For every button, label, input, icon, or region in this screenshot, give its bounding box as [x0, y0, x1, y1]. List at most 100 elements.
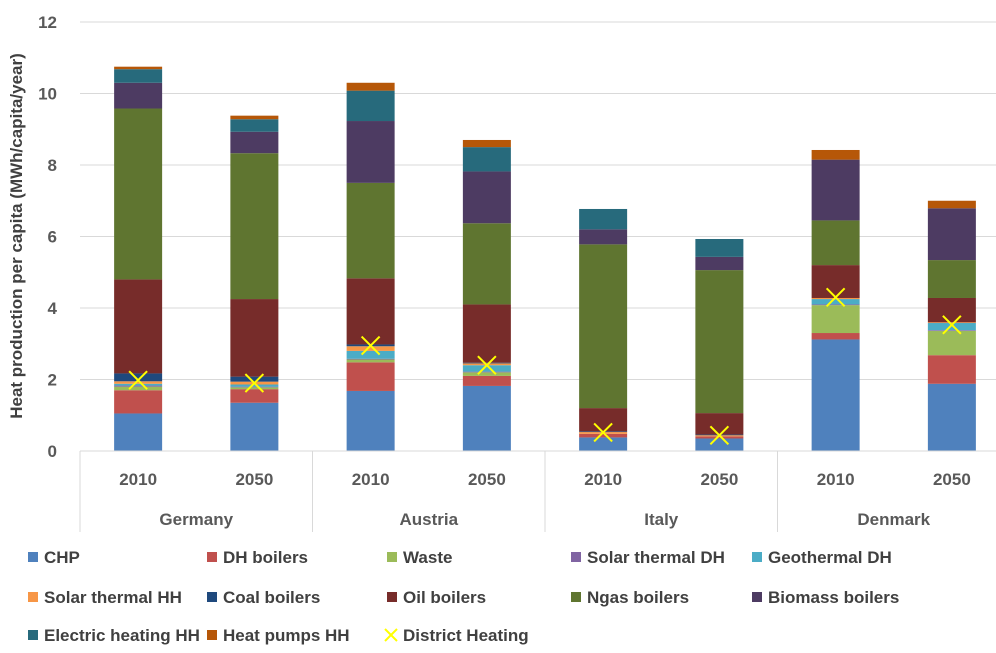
- x-tick-label: 2050: [933, 470, 971, 489]
- bar-segment: [927, 383, 976, 451]
- bar-segment: [346, 82, 395, 91]
- y-tick-label: 10: [38, 85, 57, 104]
- bar-segment: [114, 390, 163, 414]
- legend-item: Waste: [387, 548, 452, 567]
- bar-segment: [346, 346, 395, 351]
- bar-segment: [114, 413, 163, 451]
- x-tick-label: 2050: [235, 470, 273, 489]
- bar-segment: [462, 371, 511, 373]
- bar-segment: [811, 304, 860, 306]
- legend-swatch: [207, 552, 217, 562]
- group-label: Italy: [644, 510, 679, 529]
- bar-segment: [114, 373, 163, 382]
- bar-segment: [230, 119, 279, 132]
- bar-segment: [695, 436, 744, 439]
- bar-segment: [462, 304, 511, 363]
- legend-swatch: [28, 630, 38, 640]
- bar-segment: [114, 381, 163, 384]
- legend-swatch: [28, 592, 38, 602]
- bar-segment: [114, 383, 163, 386]
- legend-label: Ngas boilers: [587, 588, 689, 607]
- district-heating-marker: [825, 287, 846, 307]
- bar-segment: [230, 402, 279, 451]
- bar-segment: [811, 333, 860, 340]
- bar-segment: [114, 69, 163, 83]
- x-tick-label: 2010: [119, 470, 157, 489]
- bar-segment: [114, 279, 163, 374]
- bar-segment: [579, 244, 628, 409]
- y-tick-label: 0: [48, 442, 57, 461]
- bar-segment: [462, 171, 511, 224]
- district-heating-marker: [360, 335, 381, 356]
- bar-segment: [579, 437, 628, 451]
- bar-segment: [462, 365, 511, 372]
- bar-segment: [927, 297, 976, 323]
- bar-segment: [811, 339, 860, 451]
- bar-segment: [927, 260, 976, 298]
- bar-segment: [695, 239, 744, 257]
- legend-item: Solar thermal HH: [28, 588, 182, 607]
- bar-segment: [927, 200, 976, 209]
- x-tick-label: 2010: [352, 470, 390, 489]
- group-label: Germany: [159, 510, 233, 529]
- bar-segment: [346, 90, 395, 122]
- x-tick-label: 2050: [468, 470, 506, 489]
- legend-swatch: [28, 552, 38, 562]
- bar-segment: [346, 358, 395, 360]
- legend-item: Geothermal DH: [752, 548, 892, 567]
- bar-segment: [695, 270, 744, 414]
- bar-segment: [811, 149, 860, 160]
- bar-segment: [695, 256, 744, 271]
- bar-segment: [346, 350, 395, 359]
- group-label: Austria: [399, 510, 458, 529]
- axes: 0 2 4 6 8 10 12 2010 2050 2010 2050 2010 2050 2010 205…: [38, 13, 996, 532]
- district-heating-marker: [244, 373, 265, 393]
- bar-segment: [462, 223, 511, 305]
- district-heating-marker: [593, 422, 613, 443]
- legend-label: DH boilers: [223, 548, 308, 567]
- legend-item: Biomass boilers: [752, 588, 899, 607]
- district-heating-marker: [709, 425, 730, 445]
- bar-segment: [579, 433, 628, 438]
- bar-segment: [230, 389, 279, 403]
- bars: [114, 66, 976, 451]
- bar-segment: [114, 108, 163, 280]
- legend-item: Solar thermal DH: [571, 548, 725, 567]
- legend-label: CHP: [44, 548, 80, 567]
- legend-swatch: [571, 552, 581, 562]
- bar-segment: [230, 384, 279, 387]
- bar-segment: [114, 82, 163, 109]
- y-tick-label: 12: [38, 13, 57, 32]
- district-heating-marker: [128, 370, 148, 390]
- bar-segment: [230, 153, 279, 300]
- bar-segment: [230, 115, 279, 120]
- legend-label: Waste: [403, 548, 452, 567]
- y-tick-label: 6: [48, 228, 57, 247]
- legend-label: Electric heating HH: [44, 626, 200, 645]
- group-label: Denmark: [857, 510, 930, 529]
- legend-label: Solar thermal DH: [587, 548, 725, 567]
- bar-segment: [230, 376, 279, 382]
- legend-label: Geothermal DH: [768, 548, 892, 567]
- bar-segment: [579, 208, 628, 230]
- bar-segment: [462, 147, 511, 172]
- bar-segment: [114, 386, 163, 391]
- y-tick-label: 4: [48, 299, 58, 318]
- bar-segment: [579, 408, 628, 432]
- district-heating-markers: [128, 287, 962, 445]
- legend-label: Oil boilers: [403, 588, 486, 607]
- legend-swatch: [387, 592, 397, 602]
- bar-segment: [927, 330, 976, 331]
- legend-swatch: [752, 592, 762, 602]
- bar-segment: [811, 299, 860, 305]
- legend-swatch: [207, 592, 217, 602]
- bar-segment: [346, 390, 395, 451]
- legend-label: Biomass boilers: [768, 588, 899, 607]
- bar-segment: [811, 265, 860, 298]
- x-tick-label: 2010: [817, 470, 855, 489]
- legend-item: DH boilers: [207, 548, 308, 567]
- bar-segment: [346, 359, 395, 363]
- bar-segment: [462, 372, 511, 376]
- legend-item: CHP: [28, 548, 80, 567]
